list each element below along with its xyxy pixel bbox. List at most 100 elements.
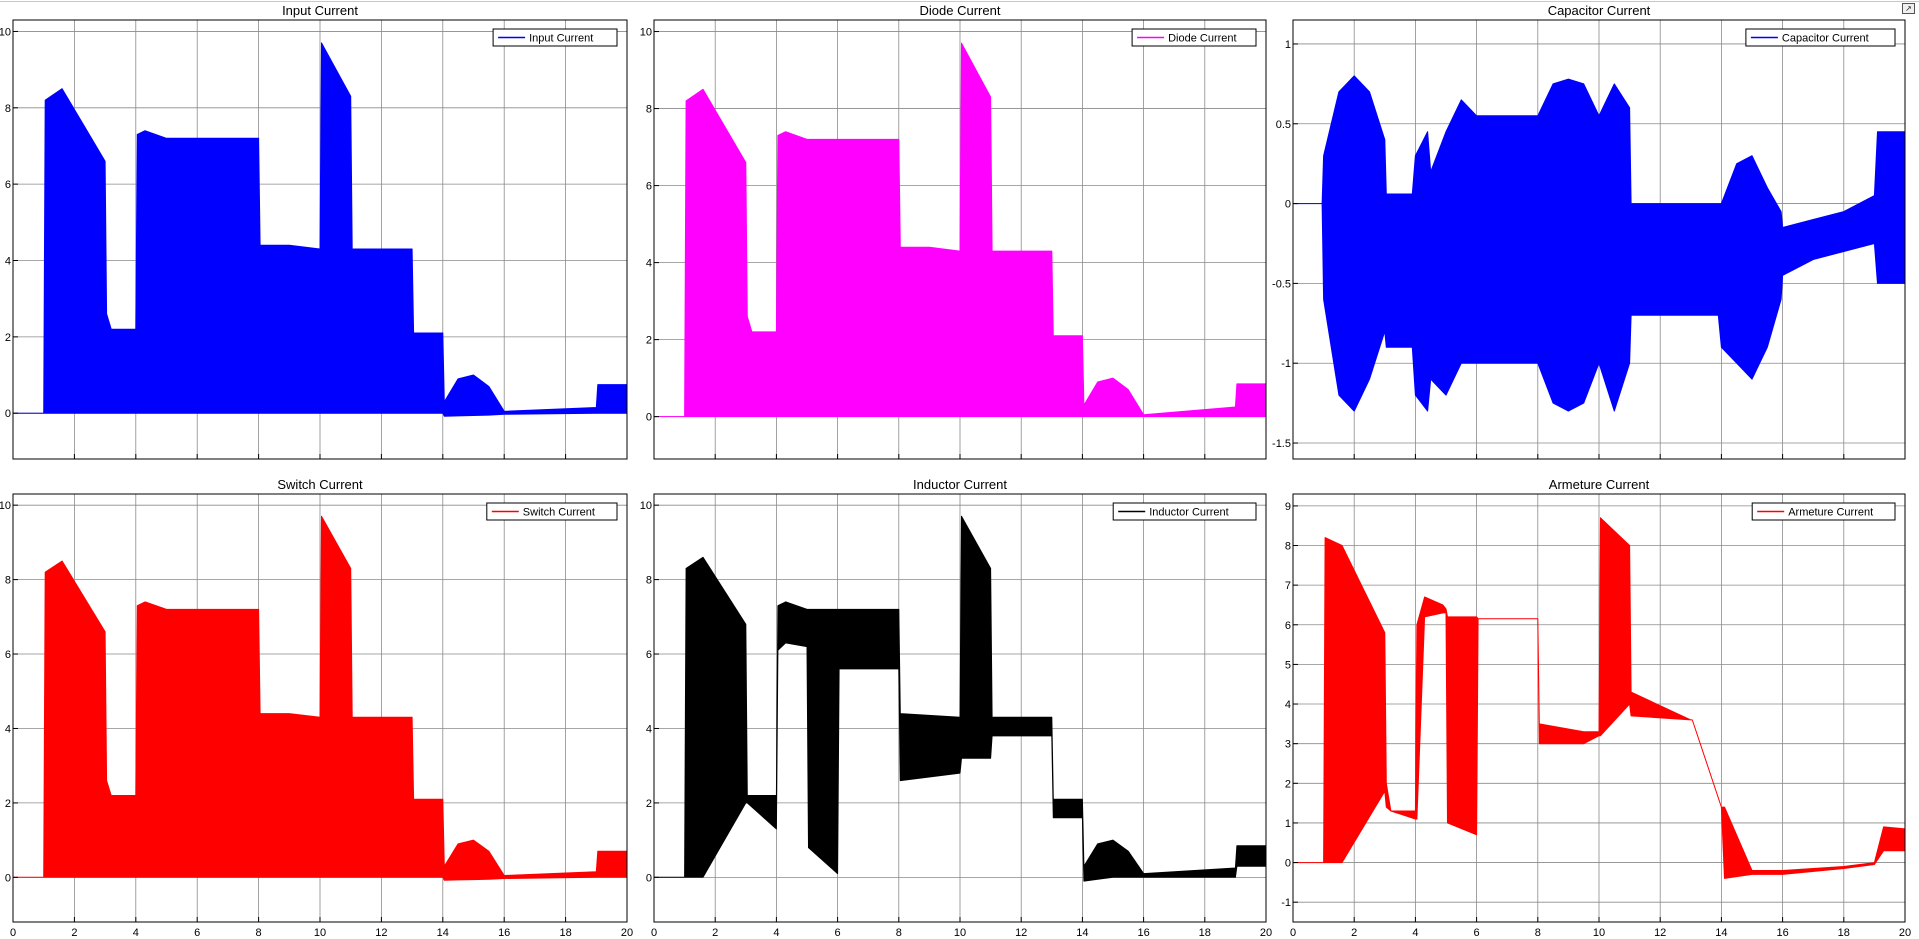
y-tick-label: 6 <box>646 649 652 661</box>
y-tick-label: 3 <box>1285 739 1291 751</box>
undock-icon[interactable]: ↗ <box>1902 3 1915 14</box>
x-tick-label: 16 <box>1137 927 1149 939</box>
y-tick-label: 0 <box>5 872 11 884</box>
x-tick-label: 4 <box>1412 927 1418 939</box>
x-tick-label: 10 <box>954 927 966 939</box>
x-tick-label: 18 <box>559 927 571 939</box>
chart-title: Switch Current <box>277 477 363 492</box>
y-tick-label: 4 <box>5 255 11 267</box>
y-tick-label: -0.5 <box>1272 278 1291 290</box>
legend-box <box>1745 28 1896 47</box>
y-tick-label: 4 <box>646 258 652 270</box>
legend-label: Input Current <box>529 33 593 45</box>
y-tick-label: 4 <box>5 723 11 735</box>
y-tick-label: 6 <box>1285 620 1291 632</box>
legend-label: Capacitor Current <box>1782 33 1869 45</box>
x-tick-label: 8 <box>1535 927 1541 939</box>
chart-panel-1: Input Current 0 2 4 6 8 10 Input Current <box>0 3 628 460</box>
x-tick-label: 12 <box>375 927 387 939</box>
x-tick-label: 20 <box>1260 927 1272 939</box>
legend[interactable]: Armeture Current <box>1751 502 1896 521</box>
legend-label: Inductor Current <box>1149 507 1228 519</box>
x-tick-label: 4 <box>133 927 139 939</box>
x-tick-label: 8 <box>256 927 262 939</box>
y-tick-label: 0 <box>646 872 652 884</box>
legend[interactable]: Switch Current <box>486 502 618 521</box>
legend-box <box>486 502 618 521</box>
x-tick-label: 16 <box>1776 927 1788 939</box>
x-tick-label: 14 <box>1715 927 1727 939</box>
x-tick-label: 10 <box>1593 927 1605 939</box>
y-tick-label: 2 <box>5 798 11 810</box>
chart-panel-3: Capacitor Current -1.5 -1 -0.5 0 0.5 1 Capacito… <box>1272 3 1906 460</box>
chart-panel-4: Switch Current 0 2 4 6 8 10 0 2 4 6 8 10 12 14 16 18 20 Sw… <box>0 477 633 939</box>
y-tick-label: 2 <box>646 335 652 347</box>
y-tick-label: 10 <box>640 27 652 39</box>
legend[interactable]: Capacitor Current <box>1745 28 1896 47</box>
legend-label: Armeture Current <box>1788 507 1873 519</box>
legend-box <box>1112 502 1257 521</box>
x-tick-label: 6 <box>194 927 200 939</box>
y-tick-label: 2 <box>5 332 11 344</box>
chart-title: Capacitor Current <box>1548 3 1651 18</box>
x-tick-label: 20 <box>621 927 633 939</box>
x-tick-label: 8 <box>896 927 902 939</box>
y-tick-label: 9 <box>1285 501 1291 513</box>
chart-title: Armeture Current <box>1549 477 1650 492</box>
x-tick-label: 10 <box>314 927 326 939</box>
y-tick-label: 8 <box>646 104 652 116</box>
y-tick-label: 10 <box>640 500 652 512</box>
y-tick-label: 0 <box>1285 858 1291 870</box>
y-tick-label: 5 <box>1285 659 1291 671</box>
legend-box <box>1751 502 1896 521</box>
x-tick-label: 0 <box>10 927 16 939</box>
y-tick-label: 10 <box>0 26 11 38</box>
legend[interactable]: Inductor Current <box>1112 502 1257 521</box>
x-tick-label: 2 <box>712 927 718 939</box>
chart-panel-5: Inductor Current 0 2 4 6 8 10 0 2 4 6 8 10 12 14 16 18 20… <box>640 477 1272 939</box>
y-tick-label: 4 <box>646 723 652 735</box>
y-tick-label: 7 <box>1285 580 1291 592</box>
chart-title: Diode Current <box>920 3 1001 18</box>
chart-title: Inductor Current <box>913 477 1007 492</box>
legend-box <box>492 28 618 47</box>
y-tick-label: 6 <box>646 181 652 193</box>
y-tick-label: 8 <box>5 575 11 587</box>
y-tick-label: 10 <box>0 500 11 512</box>
y-tick-label: 8 <box>646 575 652 587</box>
y-tick-label: -1.5 <box>1272 438 1291 450</box>
chart-panel-2: Diode Current 0 2 4 6 8 10 Diode Current <box>640 3 1267 460</box>
legend-label: Switch Current <box>523 507 595 519</box>
y-tick-label: 1 <box>1285 39 1291 51</box>
legend[interactable]: Input Current <box>492 28 618 47</box>
legend-label: Diode Current <box>1168 33 1236 45</box>
y-tick-label: -1 <box>1281 897 1291 909</box>
x-tick-label: 2 <box>1351 927 1357 939</box>
window-top-border <box>0 1 1919 2</box>
x-tick-label: 2 <box>71 927 77 939</box>
x-tick-label: 20 <box>1899 927 1911 939</box>
x-tick-label: 18 <box>1199 927 1211 939</box>
x-tick-label: 4 <box>773 927 779 939</box>
y-tick-label: 0 <box>646 412 652 424</box>
y-tick-label: 1 <box>1285 818 1291 830</box>
y-tick-label: 6 <box>5 179 11 191</box>
y-tick-label: 6 <box>5 649 11 661</box>
y-tick-label: 4 <box>1285 699 1291 711</box>
x-tick-label: 0 <box>1290 927 1296 939</box>
y-tick-label: -1 <box>1281 358 1291 370</box>
x-tick-label: 6 <box>1474 927 1480 939</box>
y-tick-label: 2 <box>1285 778 1291 790</box>
y-tick-label: 8 <box>5 103 11 115</box>
y-tick-label: 2 <box>646 798 652 810</box>
x-tick-label: 16 <box>498 927 510 939</box>
x-tick-label: 14 <box>1076 927 1088 939</box>
x-tick-label: 14 <box>437 927 449 939</box>
legend[interactable]: Diode Current <box>1131 28 1257 47</box>
x-tick-label: 18 <box>1838 927 1850 939</box>
chart-title: Input Current <box>282 3 358 18</box>
legend-box <box>1131 28 1257 47</box>
y-tick-label: 0 <box>5 408 11 420</box>
